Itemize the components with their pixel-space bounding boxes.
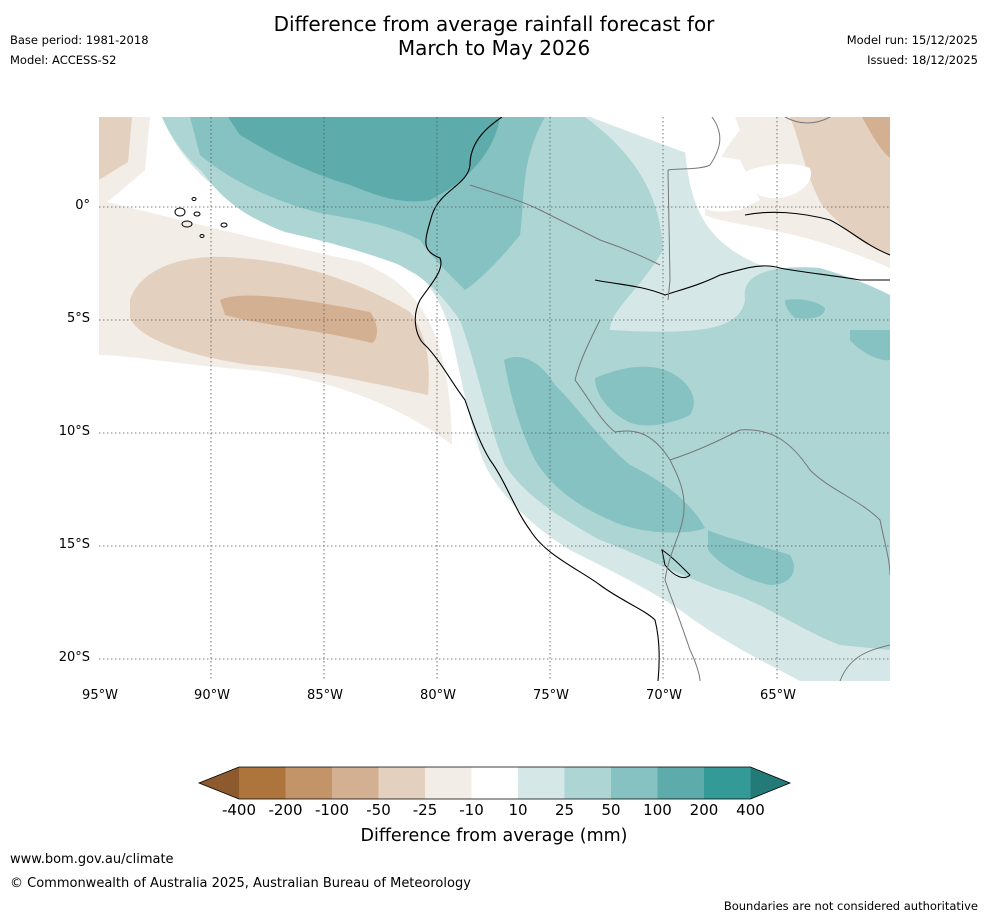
colorbar-label-n10: -10 xyxy=(459,801,484,819)
lat-tick-10s: 10°S xyxy=(58,424,90,439)
colorbar-label-100: 100 xyxy=(643,801,672,819)
title-line-2: March to May 2026 xyxy=(397,36,591,60)
galapagos-islands xyxy=(174,197,228,238)
wet-area-50-east xyxy=(850,330,890,361)
colorbar-label-n200: -200 xyxy=(268,801,303,819)
colorbar-label-10: 10 xyxy=(508,801,528,819)
map-area xyxy=(99,117,890,681)
footer-copyright: © Commonwealth of Australia 2025, Austra… xyxy=(10,876,471,891)
lon-tick-85w: 85°W xyxy=(307,688,343,703)
base-period: Base period: 1981-2018 xyxy=(10,33,149,47)
border-bolivia-brazil xyxy=(669,429,890,576)
colorbar-title: Difference from average (mm) xyxy=(360,826,628,846)
lon-tick-75w: 75°W xyxy=(533,688,569,703)
lon-tick-65w: 65°W xyxy=(760,688,796,703)
neutral-patch-northeast xyxy=(745,163,811,199)
colorbar-swatch-25 xyxy=(564,767,611,799)
galapagos-santiago xyxy=(193,211,201,217)
colorbar-swatch-n25 xyxy=(425,767,472,799)
colorbar-label-n50: -50 xyxy=(366,801,391,819)
lake-titicaca xyxy=(661,548,691,578)
wet-area-50-central xyxy=(504,357,705,533)
colorbar-label-n400: -400 xyxy=(221,801,257,819)
border-ecuador-peru xyxy=(469,184,661,266)
colorbar-label-200: 200 xyxy=(689,801,719,819)
amazon-river xyxy=(594,265,890,296)
galapagos-floreana xyxy=(199,234,205,238)
wet-area-50-bolivia xyxy=(708,530,794,585)
footer-disclaimer: Boundaries are not considered authoritat… xyxy=(723,899,978,913)
galapagos-san-cristobal xyxy=(220,222,228,228)
chart-title: Difference from average rainfall forecas… xyxy=(0,12,988,60)
colorbar-swatch-n100 xyxy=(332,767,379,799)
lat-tick-0: 0° xyxy=(75,198,90,213)
colorbar xyxy=(197,766,792,800)
neutral-patch-north xyxy=(590,117,760,212)
lon-tick-95w: 95°W xyxy=(82,688,118,703)
title-line-1: Difference from average rainfall forecas… xyxy=(273,12,715,36)
colorbar-swatch-10 xyxy=(518,767,565,799)
dry-area-west-inner xyxy=(130,256,429,395)
colorbar-label-25: 25 xyxy=(554,801,575,819)
wet-area-50-peru xyxy=(595,366,694,426)
rio-negro xyxy=(744,211,890,256)
border-peru-brazil-bolivia xyxy=(574,319,701,681)
pacific-coastline xyxy=(414,117,660,681)
colorbar-over-arrow xyxy=(750,767,790,799)
galapagos-pinta xyxy=(191,197,197,201)
dry-area-northeast-core xyxy=(862,117,890,158)
lat-tick-20s: 20°S xyxy=(58,650,90,665)
border-colombia-brazil xyxy=(667,169,671,301)
colorbar-label-n100: -100 xyxy=(314,801,350,819)
colorbar-swatch-n400 xyxy=(239,767,286,799)
colorbar-under-arrow xyxy=(199,767,239,799)
meta-right: Model run: 15/12/2025 Issued: 18/12/2025 xyxy=(847,30,978,70)
colorbar-swatch-n50 xyxy=(378,767,425,799)
lon-tick-70w: 70°W xyxy=(646,688,682,703)
dry-area-northeast-inner xyxy=(790,117,890,255)
issued-date: Issued: 18/12/2025 xyxy=(867,53,978,67)
dry-area-north-inner xyxy=(99,117,132,180)
dry-area-west-core xyxy=(220,295,377,343)
model-name: Model: ACCESS-S2 xyxy=(10,53,117,67)
model-run: Model run: 15/12/2025 xyxy=(846,33,978,47)
colorbar-swatch-50 xyxy=(611,767,658,799)
galapagos-isabela xyxy=(174,207,186,217)
colorbar-swatch-200 xyxy=(704,767,751,799)
border-guyana xyxy=(784,117,831,124)
colorbar-swatch-n200 xyxy=(285,767,332,799)
colorbar-label-400: 400 xyxy=(736,801,765,819)
meta-left: Base period: 1981-2018 Model: ACCESS-S2 xyxy=(10,30,149,70)
colorbar-outline xyxy=(197,766,792,800)
lon-tick-90w: 90°W xyxy=(194,688,230,703)
lon-tick-80w: 80°W xyxy=(420,688,456,703)
lat-tick-5s: 5°S xyxy=(66,311,90,326)
lat-tick-15s: 15°S xyxy=(58,537,90,552)
colorbar-label-n25: -25 xyxy=(412,801,438,819)
footer-url[interactable]: www.bom.gov.au/climate xyxy=(10,852,174,867)
colorbar-swatch-n10 xyxy=(471,767,518,799)
border-paraguay xyxy=(839,644,890,681)
wet-area-100 xyxy=(228,117,500,202)
wet-area-50-amazon xyxy=(785,299,825,319)
border-colombia-venezuela xyxy=(667,117,721,171)
galapagos-santa-cruz xyxy=(181,220,193,228)
colorbar-swatch-100 xyxy=(657,767,704,799)
colorbar-label-50: 50 xyxy=(601,801,621,819)
